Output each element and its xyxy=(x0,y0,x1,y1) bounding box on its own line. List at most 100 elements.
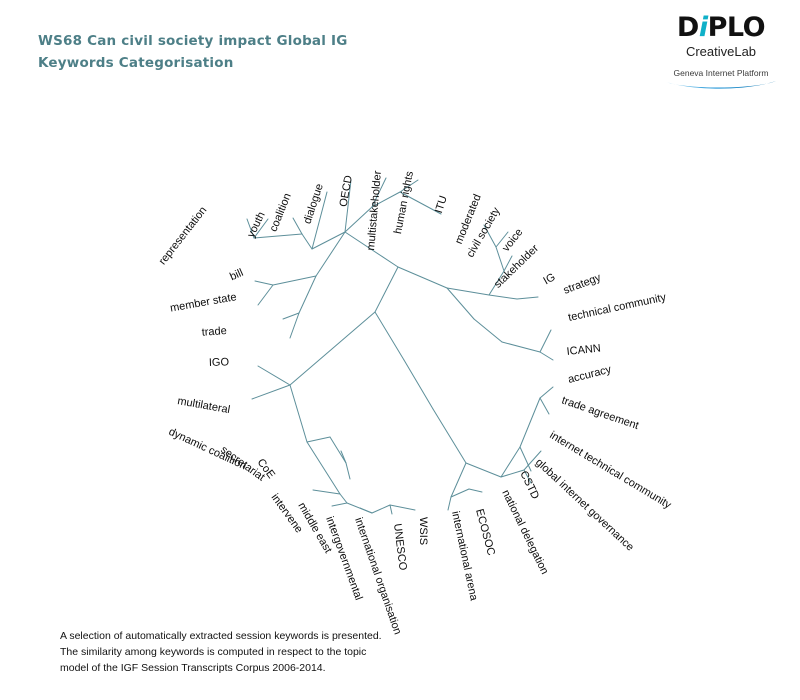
tree-leaf-label: coalition xyxy=(268,192,294,234)
tree-branch xyxy=(483,224,497,248)
footer-note: A selection of automatically extracted s… xyxy=(60,628,480,676)
footer-note-line-1: A selection of automatically extracted s… xyxy=(60,630,382,642)
tree-branch xyxy=(501,341,541,353)
tree-branch xyxy=(257,284,274,306)
tree-branch xyxy=(473,318,503,343)
tree-branch xyxy=(539,351,554,361)
tree-branch xyxy=(399,191,442,215)
tree-branch xyxy=(331,502,348,507)
tree-branch xyxy=(254,280,274,286)
tree-branch xyxy=(315,231,346,277)
tree-branch xyxy=(523,450,542,471)
tree-branch xyxy=(374,266,399,313)
tree-leaf-label: representation xyxy=(157,204,210,267)
tree-branch xyxy=(403,359,434,410)
tree-branch xyxy=(488,294,518,300)
logo-wordmark-post: PLO xyxy=(707,12,766,43)
tree-branch xyxy=(289,312,300,339)
logo-wordmark-accent: i xyxy=(698,12,708,43)
tree-leaf-label: stakeholder xyxy=(492,242,541,290)
tree-branch xyxy=(345,462,351,480)
tree-branch xyxy=(450,488,470,498)
tree-branch xyxy=(371,191,401,208)
tree-branch xyxy=(432,408,467,464)
tree-branch xyxy=(272,275,317,286)
footer-note-line-2: The similarity among keywords is compute… xyxy=(60,646,367,658)
tree-branch xyxy=(503,255,513,272)
brand-logo: DiPLO CreativeLab Geneva Internet Platfo… xyxy=(658,14,784,92)
tree-leaf-label: trade agreement xyxy=(560,394,640,432)
tree-branch xyxy=(359,507,373,514)
tree-branch xyxy=(311,231,346,250)
tree-branch xyxy=(500,469,525,478)
page-title: WS68 Can civil society impact Global IG … xyxy=(38,30,458,74)
tree-branch xyxy=(371,504,391,514)
tree-branch xyxy=(253,218,269,239)
tree-branch xyxy=(447,496,452,511)
tree-leaf-label: human rights xyxy=(392,170,416,235)
tree-leaf-label: multistakeholder xyxy=(365,170,384,251)
tree-branch xyxy=(344,231,399,268)
tree-branch xyxy=(374,311,405,361)
tree-branch xyxy=(539,329,552,353)
tree-leaf-label: technical community xyxy=(567,291,667,324)
tree-leaf-label: member state xyxy=(169,291,237,314)
tree-branch xyxy=(523,469,532,484)
tree-leaf-label: international arena xyxy=(449,510,480,602)
tree-branch xyxy=(312,489,341,495)
logo-tagline: Geneva Internet Platform xyxy=(673,68,769,78)
logo-wordmark-pre: D xyxy=(676,12,699,43)
tree-branch xyxy=(282,312,300,320)
tree-leaf-label: bill xyxy=(228,267,245,283)
tree-branch xyxy=(446,287,490,296)
tree-branch xyxy=(500,446,521,478)
tree-branch xyxy=(311,191,328,250)
tree-branch xyxy=(301,233,313,250)
tree-branch xyxy=(389,504,393,515)
tree-leaf-label: voice xyxy=(500,226,525,254)
tree-branch xyxy=(519,446,532,472)
tree-branch xyxy=(306,436,331,443)
tree-branch xyxy=(495,246,505,272)
tree-branch xyxy=(257,365,291,386)
tree-leaf-label: dialogue xyxy=(302,182,326,225)
tree-branch xyxy=(306,441,341,495)
tree-branch xyxy=(344,206,373,233)
tree-leaf-label: strategy xyxy=(562,271,603,296)
logo-swoosh-icon xyxy=(666,81,776,89)
tree-leaf-label: IGO xyxy=(209,356,230,369)
tree-leaf-label: dynamic coalition xyxy=(167,426,249,473)
tree-branch xyxy=(298,275,317,314)
tree-branch xyxy=(289,311,376,386)
tree-leaf-label: ECOSOC xyxy=(473,508,497,557)
tree-branch xyxy=(253,233,303,239)
tree-leaf-label: WSIS xyxy=(417,517,429,545)
footer-note-line-3: model of the IGF Session Transcripts Cor… xyxy=(60,662,326,674)
tree-branch xyxy=(399,179,419,193)
tree-branch xyxy=(446,287,475,320)
tree-branch xyxy=(488,270,505,296)
tree-leaf-label: ITU xyxy=(433,194,450,215)
tree-branch xyxy=(516,296,539,300)
tree-leaf-label: accuracy xyxy=(567,363,613,385)
tree-leaf-label: UNESCO xyxy=(391,523,409,572)
tree-branch xyxy=(340,450,347,464)
tree-branch xyxy=(246,218,255,239)
tree-branch xyxy=(450,462,467,498)
dendrogram-label-layer: representation youth coalition dialogue OECD… xyxy=(157,170,674,636)
tree-branch xyxy=(344,179,352,233)
tree-leaf-label: multilateral xyxy=(176,395,230,416)
tree-branch xyxy=(465,462,502,478)
tree-leaf-label: CSTD xyxy=(517,469,541,501)
page-title-line-2: Keywords Categorisation xyxy=(38,55,234,71)
tree-branch xyxy=(397,266,448,289)
logo-subtitle: CreativeLab xyxy=(685,44,757,59)
tree-branch xyxy=(289,384,308,443)
dendrogram-branch-layer xyxy=(246,177,554,515)
tree-branch xyxy=(292,217,303,235)
tree-leaf-label: internet technical community xyxy=(547,429,673,511)
tree-branch xyxy=(539,397,550,415)
tree-branch xyxy=(495,231,509,248)
tree-branch xyxy=(389,504,416,511)
